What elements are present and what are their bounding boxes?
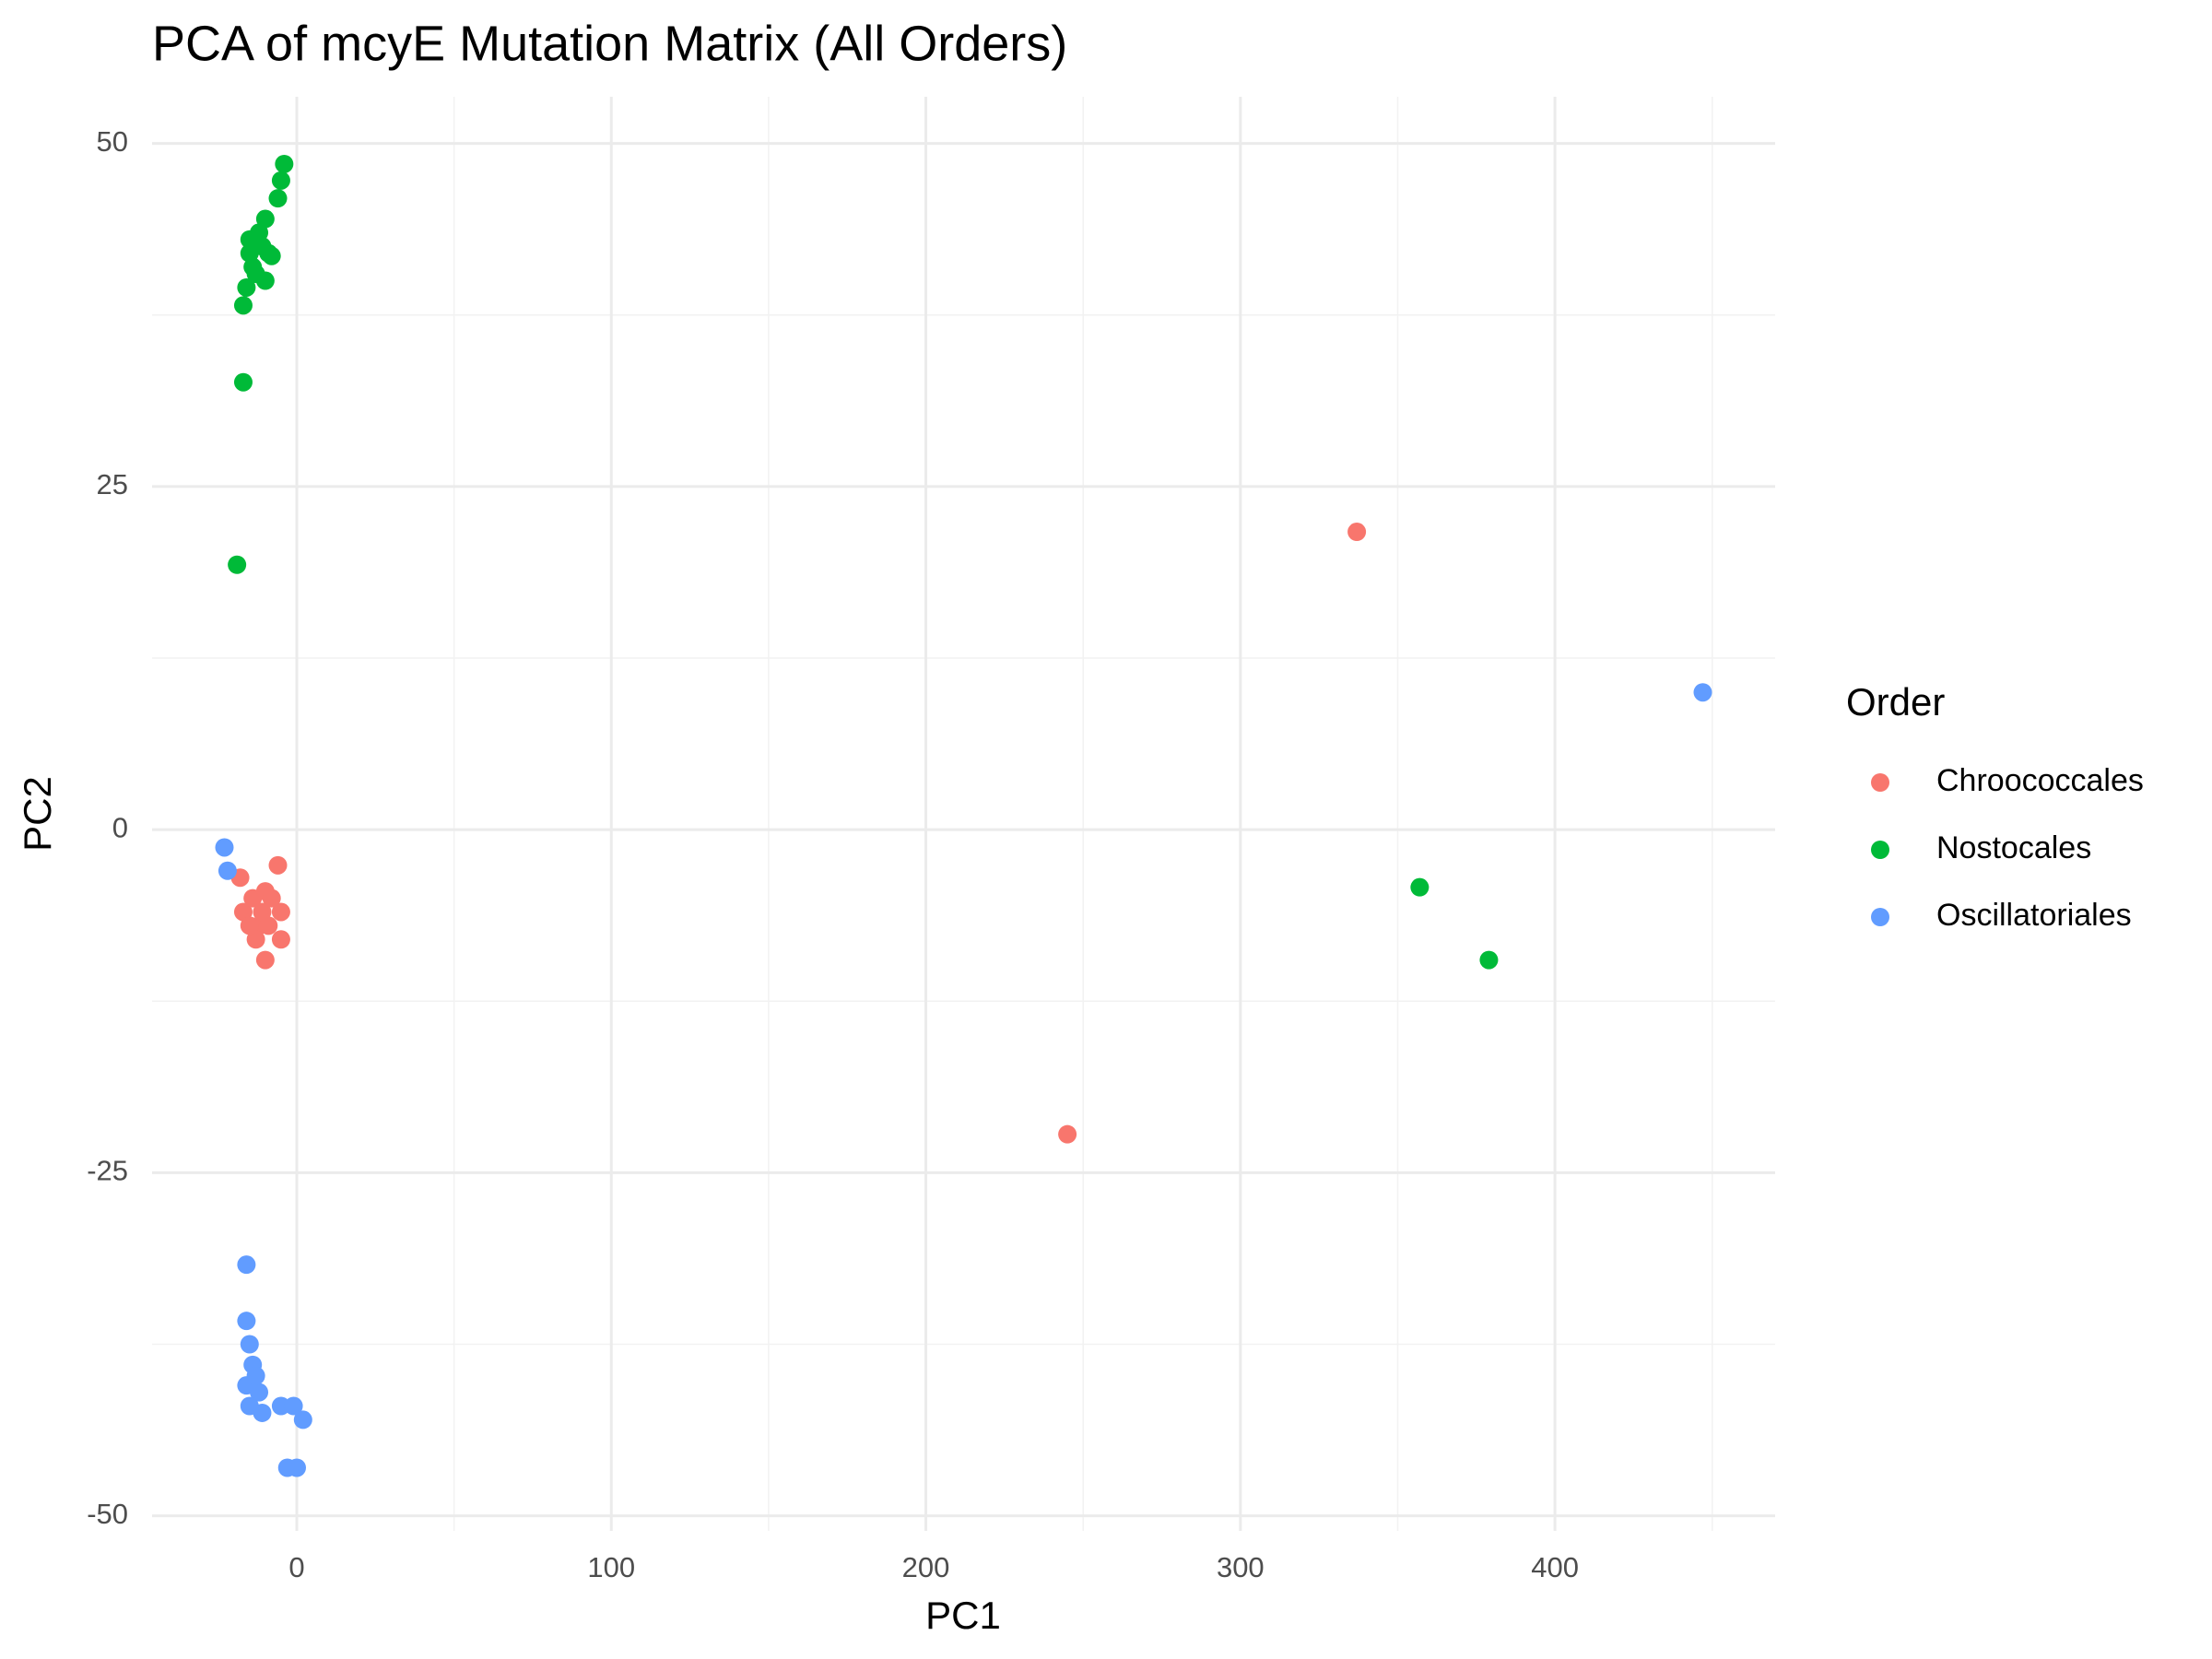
legend-label: Chroococcales: [1936, 763, 2144, 798]
legend-marker: [1871, 908, 1889, 926]
point: [250, 1382, 269, 1402]
point: [233, 296, 253, 315]
point: [255, 950, 275, 970]
y-tick-label: 50: [97, 125, 128, 158]
point: [240, 229, 259, 249]
point: [293, 1410, 312, 1430]
legend-title: Order: [1846, 680, 1945, 724]
point: [255, 209, 275, 229]
point: [271, 930, 290, 949]
y-tick-label: 0: [112, 811, 128, 843]
legend-marker: [1871, 773, 1889, 792]
x-tick-label: 0: [288, 1551, 304, 1583]
point: [275, 154, 294, 173]
point: [1058, 1124, 1077, 1144]
point: [246, 265, 265, 284]
y-tick-label: 25: [97, 468, 128, 500]
y-axis-title: PC2: [16, 776, 59, 852]
point: [1693, 683, 1712, 702]
point: [287, 1458, 306, 1477]
point: [228, 555, 247, 574]
point: [240, 916, 259, 935]
point: [259, 916, 278, 935]
y-tick-label: -50: [87, 1498, 128, 1530]
point: [246, 1366, 265, 1385]
point: [268, 189, 288, 208]
point: [237, 277, 256, 297]
point: [233, 372, 253, 392]
legend-label: Oscillatoriales: [1936, 898, 2132, 933]
x-tick-label: 200: [902, 1551, 950, 1583]
point: [1347, 523, 1367, 542]
point: [218, 861, 237, 880]
x-axis-title: PC1: [925, 1594, 1001, 1637]
point: [284, 1396, 303, 1416]
point: [271, 171, 290, 190]
point: [240, 1335, 259, 1354]
point: [262, 888, 281, 908]
point: [268, 855, 288, 875]
point: [215, 838, 234, 857]
point: [253, 902, 272, 922]
point: [1410, 877, 1430, 897]
point: [237, 1312, 256, 1331]
legend-label: Nostocales: [1936, 830, 2091, 865]
point: [1479, 950, 1499, 970]
legend-marker: [1871, 841, 1889, 859]
point: [271, 902, 290, 922]
x-tick-label: 100: [587, 1551, 635, 1583]
x-tick-label: 400: [1531, 1551, 1579, 1583]
chart-title: PCA of mcyE Mutation Matrix (All Orders): [152, 16, 1067, 71]
point: [237, 1255, 256, 1275]
point: [233, 902, 253, 922]
point: [246, 930, 265, 949]
point: [253, 1403, 272, 1422]
x-tick-label: 300: [1217, 1551, 1265, 1583]
y-tick-label: -25: [87, 1155, 128, 1187]
